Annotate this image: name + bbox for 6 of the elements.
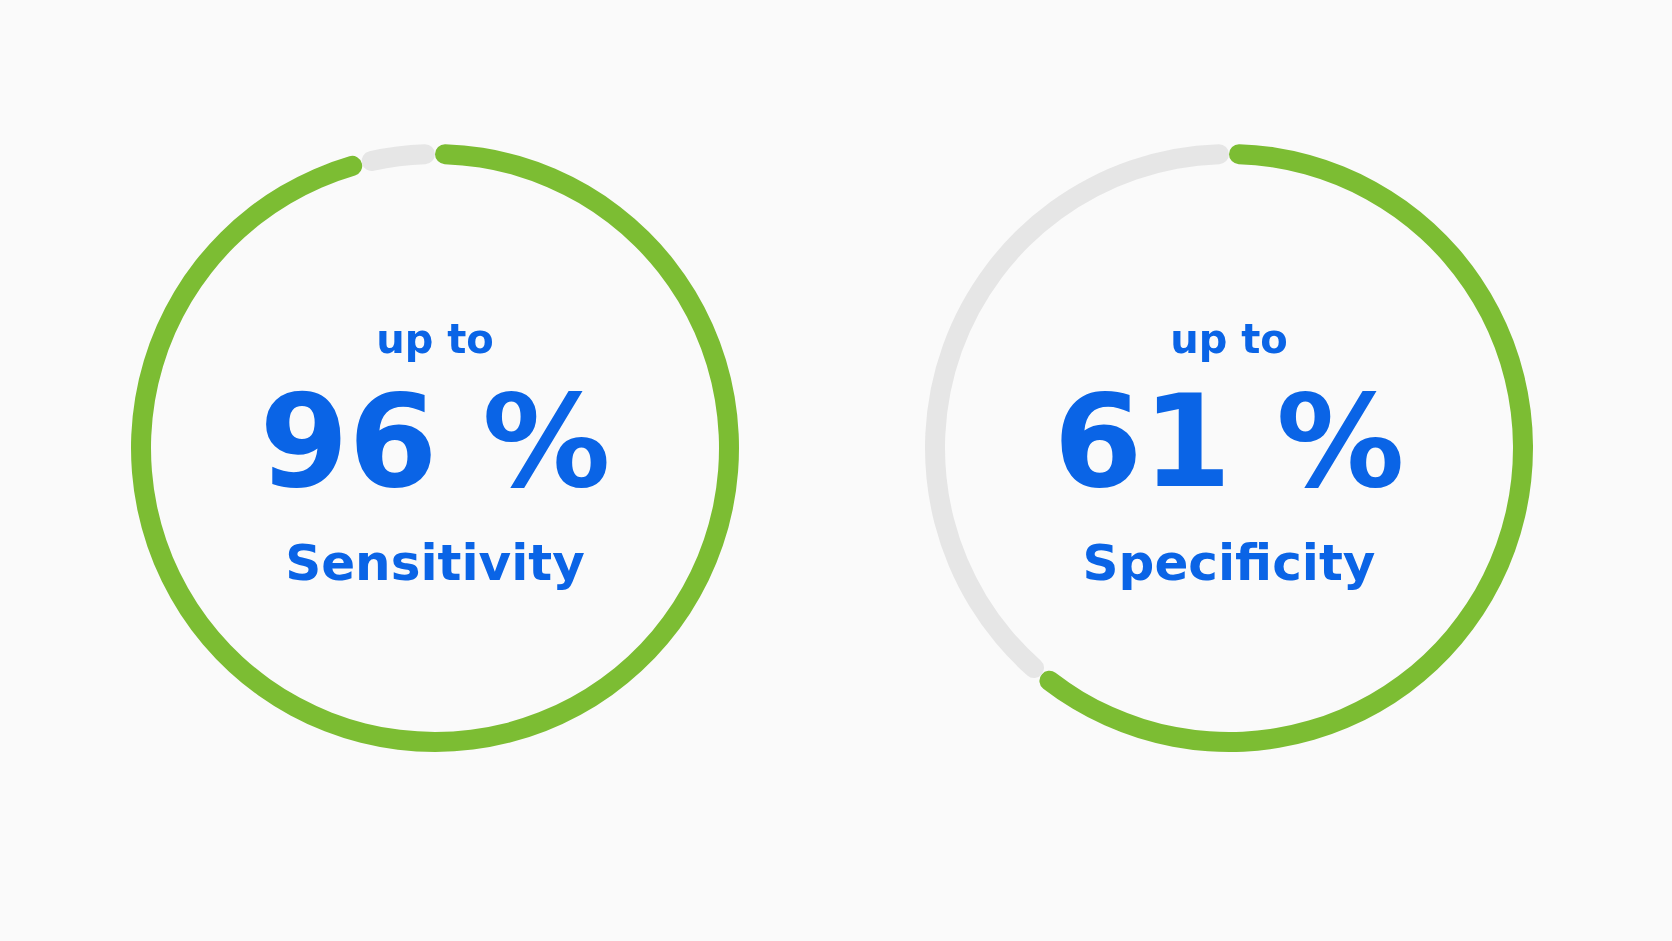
text: 96 % <box>259 367 611 516</box>
text: Sensitivity <box>285 534 585 592</box>
text: 61 % <box>1053 367 1405 516</box>
text: up to <box>1170 316 1288 362</box>
text: up to <box>376 316 494 362</box>
text: Specificity <box>1082 534 1376 592</box>
